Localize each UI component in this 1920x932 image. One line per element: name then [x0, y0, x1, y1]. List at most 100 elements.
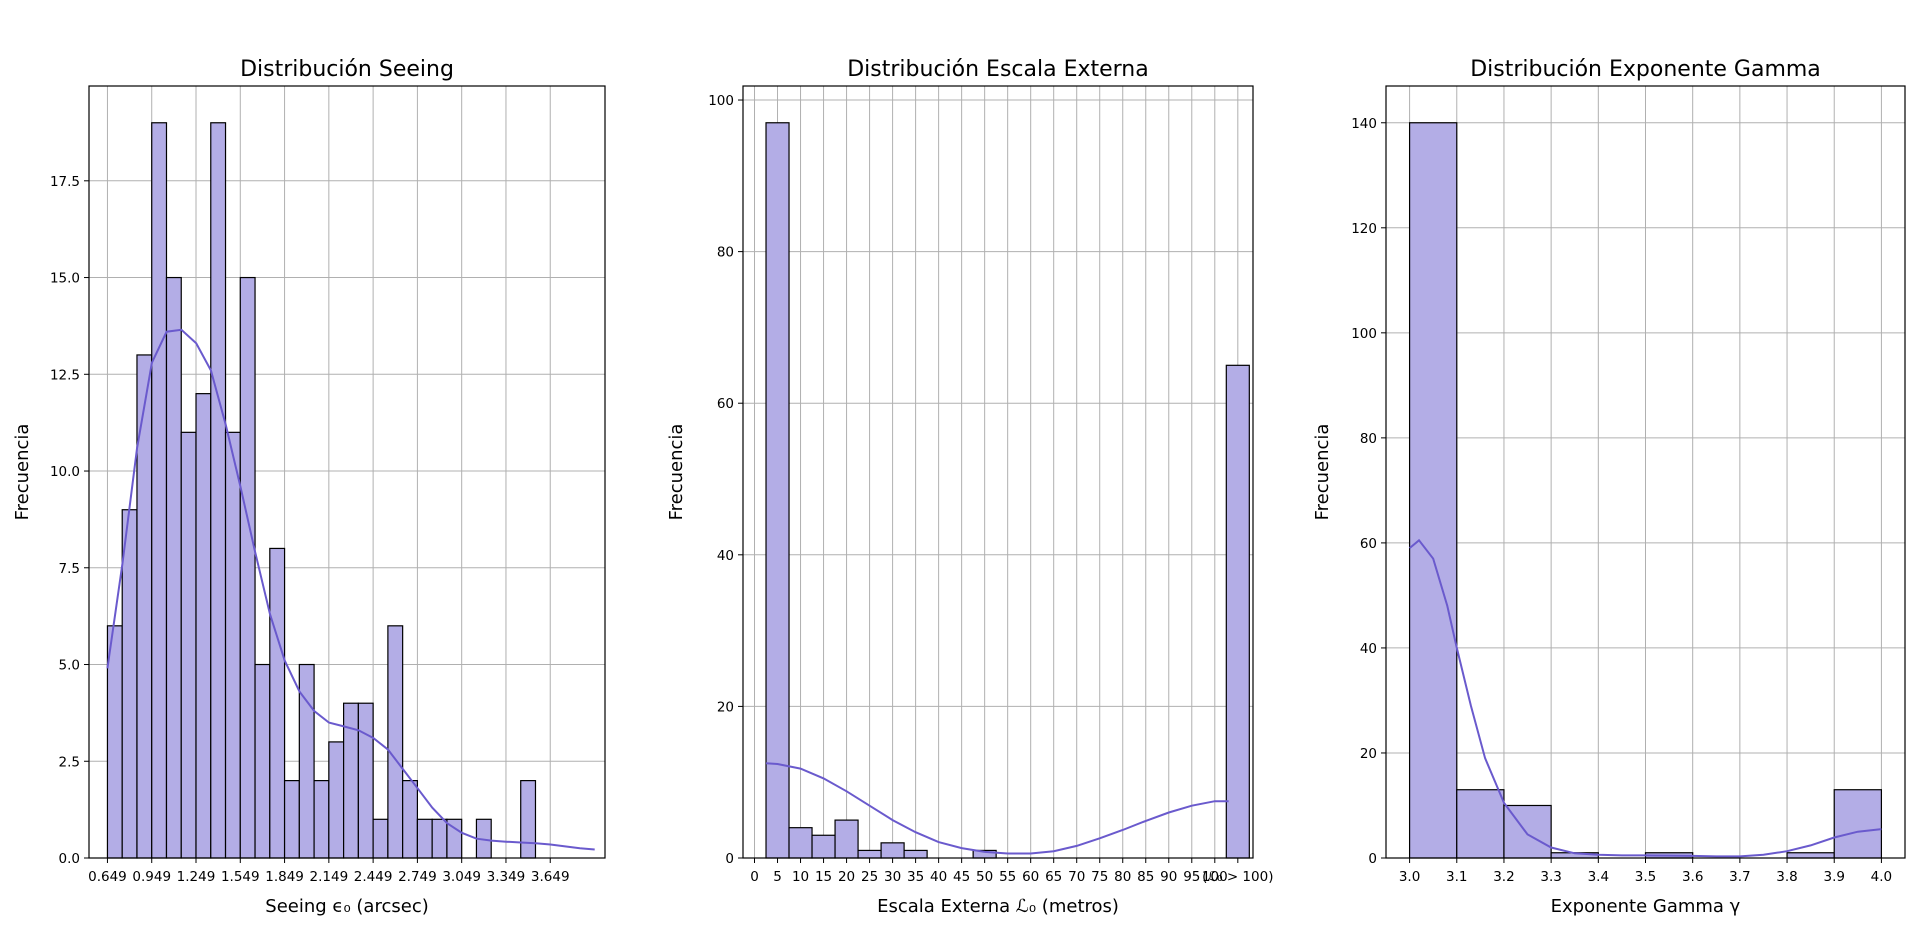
chart-2-x-tick-label: (ℒ₀ > 100)	[1202, 869, 1273, 885]
chart-3-y-tick-label: 40	[1360, 641, 1377, 657]
chart-3-y-tick-label: 20	[1360, 746, 1377, 762]
chart-2-bar	[811, 834, 836, 859]
chart-2-title: Distribución Escala Externa	[847, 57, 1149, 82]
chart-1-bar	[328, 741, 345, 859]
chart-1-title: Distribución Seeing	[240, 57, 454, 82]
chart-1-y-tick-label: 10.0	[50, 464, 80, 480]
chart-1-bar	[180, 431, 197, 859]
chart-3-x-tick-label: 3.9	[1823, 869, 1844, 885]
chart-1-y-tick-label: 2.5	[59, 754, 80, 770]
chart-2-y-tick-label: 80	[717, 245, 734, 261]
chart-3-y-tick-label: 120	[1351, 221, 1377, 237]
chart-1-bar	[254, 663, 271, 859]
chart-2-x-tick-label: 20	[838, 869, 855, 885]
chart-1-x-tick-label: 1.249	[177, 869, 216, 885]
chart-2-x-tick-label: 60	[1022, 869, 1039, 885]
chart-3-y-tick-label: 80	[1360, 431, 1377, 447]
chart-1-x-tick-label: 2.749	[398, 869, 437, 885]
chart-3-kde-line	[1408, 538, 1882, 858]
chart-1-x-tick-label: 0.949	[132, 869, 171, 885]
chart-1-bar	[520, 780, 537, 859]
chart-2-kde-line	[765, 762, 1229, 855]
chart-1-y-tick-label: 0.0	[59, 851, 80, 867]
chart-1-y-tick-label: 5.0	[59, 658, 80, 674]
chart-1-bar	[283, 780, 300, 859]
chart-3-x-tick-label: 3.4	[1588, 869, 1609, 885]
chart-2-axes-frame	[742, 85, 1254, 859]
chart-1-bar	[165, 276, 182, 859]
chart-2-x-tick-label: 10	[792, 869, 809, 885]
chart-2-x-tick-label: 0	[750, 869, 759, 885]
chart-2-x-tick-label: 35	[907, 869, 924, 885]
chart-3-x-tick-label: 3.0	[1399, 869, 1420, 885]
chart-2-x-tick-label: 85	[1137, 869, 1154, 885]
chart-1-bar	[151, 122, 168, 859]
chart-1-x-tick-label: 2.449	[354, 869, 393, 885]
chart-1-x-tick-label: 1.549	[221, 869, 260, 885]
chart-2-x-tick-label: 50	[976, 869, 993, 885]
chart-1-y-tick-label: 17.5	[50, 174, 80, 190]
chart-2-x-tick-label: 55	[999, 869, 1016, 885]
chart-3-x-tick-label: 3.8	[1776, 869, 1797, 885]
chart-2-x-tick-label: 15	[815, 869, 832, 885]
chart-1-bar	[402, 780, 419, 859]
chart-1-bar	[269, 547, 286, 859]
chart-2-x-axis-label: Escala Externa ℒ₀ (metros)	[877, 896, 1119, 917]
chart-2-x-tick-label: 70	[1068, 869, 1085, 885]
chart-2-y-tick-label: 20	[717, 699, 734, 715]
chart-2-x-tick-label: 90	[1160, 869, 1177, 885]
chart-1-bar	[372, 818, 389, 859]
chart-3-bar	[1456, 789, 1505, 859]
chart-3-y-tick-label: 0	[1368, 851, 1377, 867]
chart-1-bar	[239, 276, 256, 859]
chart-2-x-tick-label: 95	[1183, 869, 1200, 885]
chart-1-y-tick-label: 12.5	[50, 367, 80, 383]
chart-1-bar	[357, 702, 374, 859]
chart-2-x-tick-label: 75	[1091, 869, 1108, 885]
chart-2-y-axis-label: Frecuencia	[666, 424, 687, 521]
chart-2-bar	[1225, 364, 1250, 859]
chart-1-x-tick-label: 3.349	[487, 869, 526, 885]
chart-3-y-axis-label: Frecuencia	[1312, 424, 1333, 521]
chart-2-y-tick-label: 40	[717, 548, 734, 564]
chart-1-bar	[313, 780, 330, 859]
chart-2: 0 5 10 15 20 25 30 35 40 45 50 55 60 65 70 75 80 85 90 95 10…	[666, 57, 1273, 917]
chart-2-y-tick-label: 0	[725, 851, 734, 867]
chart-3-x-tick-label: 3.1	[1446, 869, 1467, 885]
chart-1-y-tick-label: 15.0	[50, 271, 80, 287]
chart-3-x-tick-label: 3.2	[1493, 869, 1514, 885]
chart-3-y-tick-label: 100	[1351, 326, 1377, 342]
chart-2-x-tick-label: 100	[1202, 869, 1228, 885]
chart-3-x-tick-label: 3.3	[1540, 869, 1561, 885]
chart-2-y-tick-label: 100	[708, 93, 734, 109]
chart-1-x-tick-label: 3.049	[442, 869, 481, 885]
chart-2-x-tick-label: 45	[953, 869, 970, 885]
chart-3-bar	[1833, 789, 1883, 859]
chart-2-x-tick-label: 80	[1114, 869, 1131, 885]
chart-1-bar	[121, 509, 138, 859]
chart-2-x-tick-label: 65	[1045, 869, 1062, 885]
chart-3-x-tick-label: 3.7	[1729, 869, 1750, 885]
chart-3-y-tick-label: 60	[1360, 536, 1377, 552]
chart-3-x-tick-label: 3.5	[1635, 869, 1656, 885]
chart-1-bar	[195, 393, 212, 859]
chart-2-x-tick-label: 5	[773, 869, 782, 885]
chart-1-bar	[431, 818, 448, 859]
chart-1-x-tick-label: 2.149	[310, 869, 349, 885]
chart-1-bar	[387, 625, 404, 859]
chart-1-x-tick-label: 1.849	[265, 869, 304, 885]
chart-2-bar	[903, 849, 928, 859]
chart-2-x-tick-label: 25	[861, 869, 878, 885]
chart-1-bar	[106, 625, 123, 859]
chart-1-axes-frame	[88, 85, 606, 859]
chart-3-bar	[1786, 852, 1835, 859]
chart-3: 3.0 3.1 3.2 3.3 3.4 3.5 3.6 3.7 3.8 3.9 4.0 0 20 40 60…	[1312, 57, 1906, 917]
chart-1-bar	[210, 122, 227, 859]
chart-1-bar	[416, 818, 433, 859]
chart-3-x-axis-label: Exponente Gamma γ	[1551, 896, 1741, 917]
chart-3-x-tick-label: 4.0	[1871, 869, 1892, 885]
chart-2-bar	[834, 819, 859, 859]
chart-1-x-tick-label: 3.649	[531, 869, 570, 885]
